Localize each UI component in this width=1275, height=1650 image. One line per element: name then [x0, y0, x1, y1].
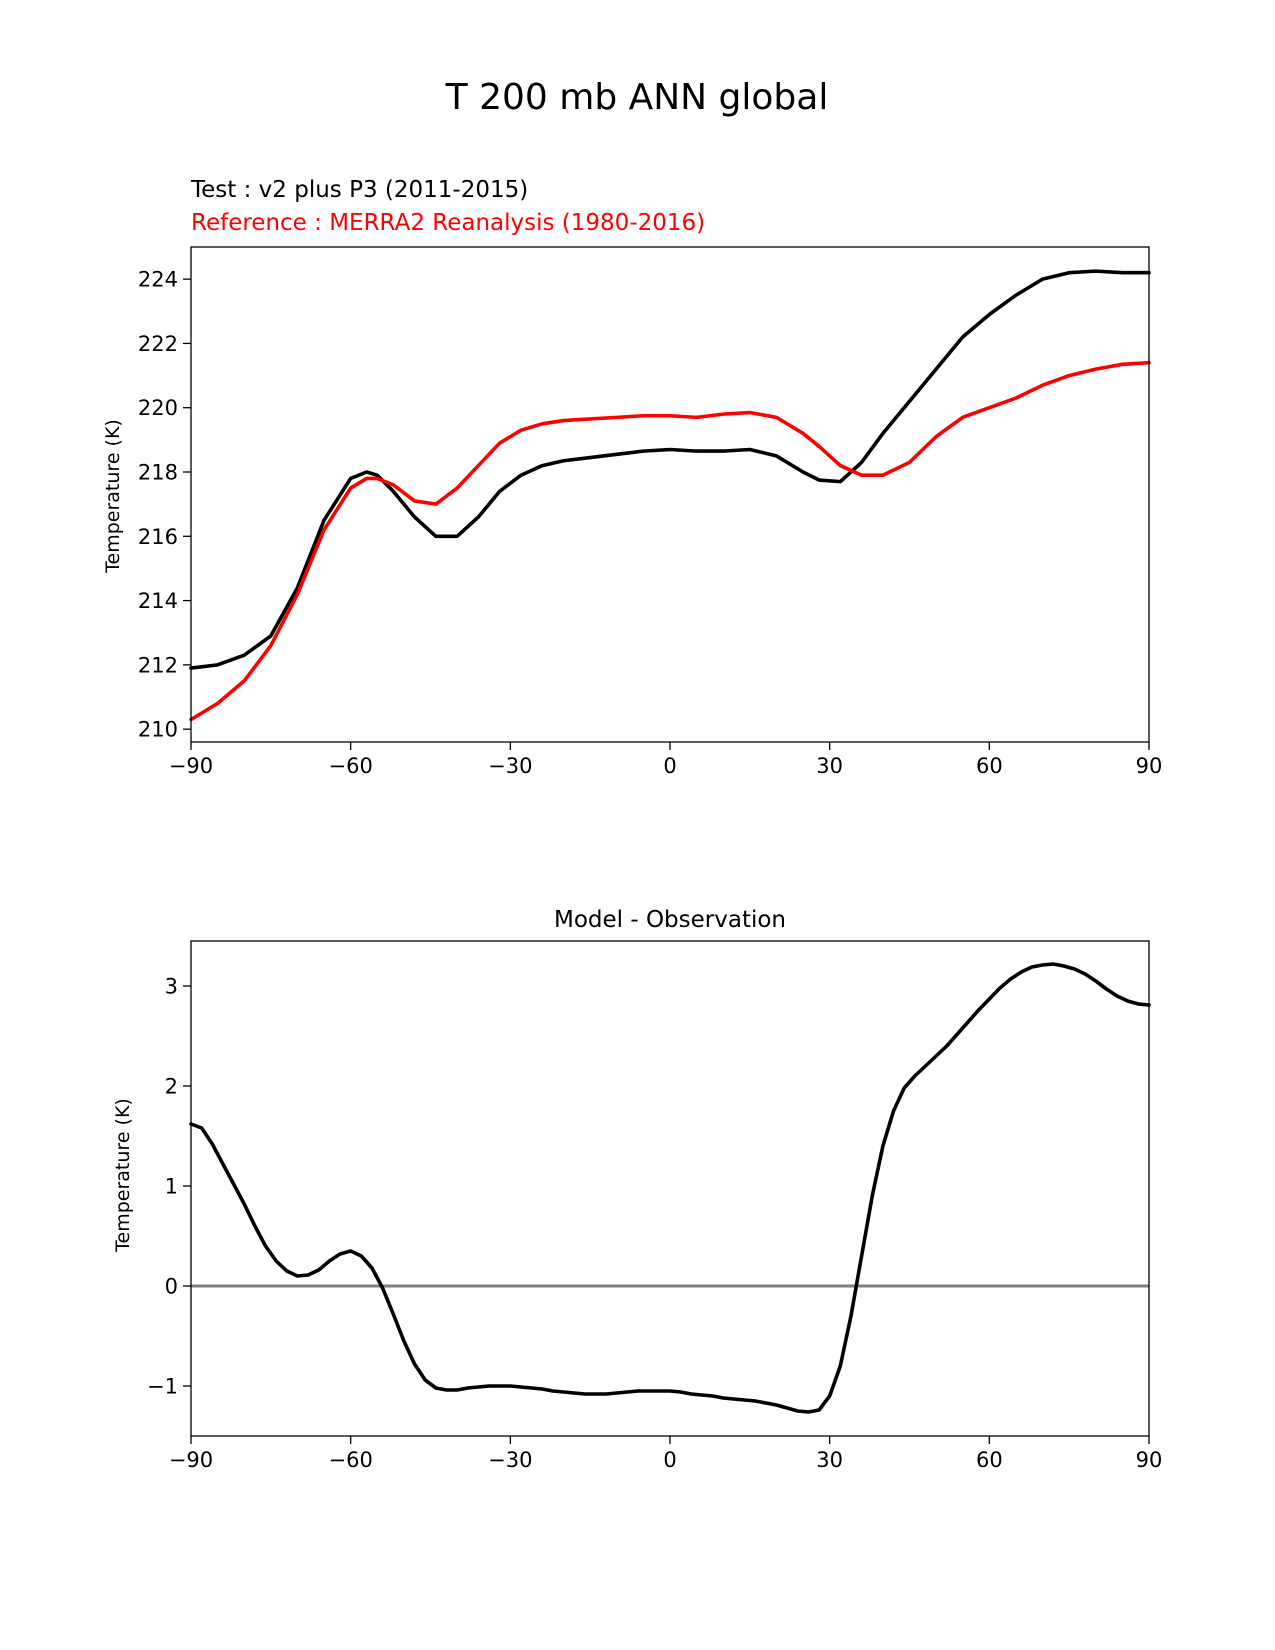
top-y-tick-label: 224 [138, 268, 178, 292]
bottom-series [189, 962, 1151, 1414]
bottom-panel: Model - Observation Temperature (K) −90−… [112, 907, 1162, 1472]
top-y-tick-label: 222 [138, 332, 178, 356]
top-y-tick-label: 220 [138, 396, 178, 420]
top-x-tick-label: 90 [1136, 754, 1163, 778]
bottom-x-tick-label: −60 [329, 1448, 373, 1472]
figure-title: T 200 mb ANN global [445, 77, 829, 118]
bottom-x-tick-label: −30 [488, 1448, 532, 1472]
bottom-y-tick-label: 3 [165, 975, 178, 999]
bottom-series-model-observation-line [189, 962, 1151, 1414]
top-series [189, 269, 1151, 722]
bottom-x-tick-label: 0 [663, 1448, 676, 1472]
top-x-tick-label: 60 [976, 754, 1003, 778]
top-ticks: −90 −60 −30 0 30 60 90 210 212 214 216 218 220 222 224 [138, 268, 1162, 778]
top-x-tick-label: 30 [816, 754, 843, 778]
bottom-y-tick-label: 2 [165, 1075, 178, 1099]
test-label: Test : v2 plus P3 (2011-2015) [190, 177, 528, 203]
bottom-x-tick-label: 90 [1136, 1448, 1163, 1472]
top-series-test-line [189, 269, 1151, 670]
bottom-y-axis-label: Temperature (K) [112, 1098, 134, 1253]
top-x-tick-label: 0 [663, 754, 676, 778]
bottom-plot-frame [190, 940, 1150, 1437]
top-y-tick-label: 214 [138, 589, 178, 613]
bottom-ticks: −90 −60 −30 0 30 60 90 −1 0 1 2 3 [147, 975, 1162, 1473]
top-plot-frame [190, 246, 1150, 743]
top-y-tick-label: 210 [138, 718, 178, 742]
top-y-tick-label: 216 [138, 525, 178, 549]
top-y-tick-label: 218 [138, 461, 178, 485]
top-series-reference-line [189, 360, 1151, 722]
top-x-tick-label: −90 [169, 754, 213, 778]
bottom-x-tick-label: 30 [816, 1448, 843, 1472]
reference-label: Reference : MERRA2 Reanalysis (1980-2016… [191, 210, 705, 236]
top-y-axis-label: Temperature (K) [102, 419, 124, 574]
top-y-tick-label: 212 [138, 653, 178, 677]
top-x-tick-label: −60 [329, 754, 373, 778]
bottom-chart-title: Model - Observation [554, 907, 786, 933]
bottom-x-tick-label: −90 [169, 1448, 213, 1472]
top-x-tick-label: −30 [488, 754, 532, 778]
top-panel: Test : v2 plus P3 (2011-2015) Reference … [102, 177, 1162, 778]
bottom-y-tick-label: 0 [165, 1275, 178, 1299]
bottom-x-tick-label: 60 [976, 1448, 1003, 1472]
bottom-y-tick-label: −1 [147, 1375, 178, 1399]
bottom-y-tick-label: 1 [165, 1175, 178, 1199]
